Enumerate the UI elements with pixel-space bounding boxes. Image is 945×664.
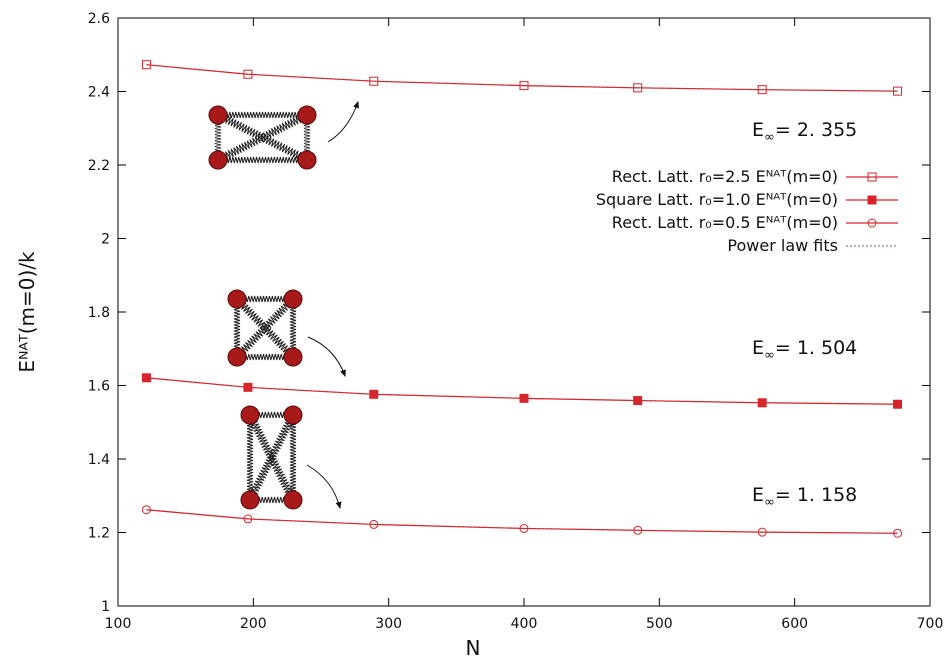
x-tick-label: 100 <box>105 616 132 632</box>
annotation: E∞= 1. 158 <box>752 484 857 510</box>
y-tick-label: 2.6 <box>88 11 110 27</box>
marker <box>757 85 767 95</box>
y-tick-label: 2 <box>101 232 110 248</box>
y-tick-label: 1 <box>101 599 110 615</box>
annotation-base: E <box>752 484 764 506</box>
particle <box>297 105 317 125</box>
legend-marker <box>867 172 877 182</box>
y-tick-label: 1.4 <box>88 452 110 468</box>
y-tick-label: 2.2 <box>88 158 110 174</box>
x-axis-label: N <box>466 636 481 660</box>
legend-marker <box>867 195 877 205</box>
spring <box>216 112 308 165</box>
marker <box>243 514 253 524</box>
x-tick-label: 200 <box>240 616 267 632</box>
particle <box>283 490 303 510</box>
marker <box>633 396 643 406</box>
series-line <box>146 509 898 534</box>
marker <box>141 505 151 515</box>
marker <box>369 389 379 399</box>
y-tick-label: 2.4 <box>88 85 110 101</box>
particle <box>208 150 228 170</box>
marker <box>141 60 151 70</box>
spring <box>217 156 308 165</box>
spring <box>216 110 308 163</box>
particle <box>227 289 247 309</box>
marker <box>519 81 529 91</box>
x-tick-label: 400 <box>511 616 538 632</box>
arrow <box>306 464 342 509</box>
spring <box>232 298 241 358</box>
marker <box>141 373 151 383</box>
marker <box>369 76 379 86</box>
particle <box>283 405 303 425</box>
x-tick-label: 700 <box>917 616 944 632</box>
arrow <box>327 101 359 143</box>
fit-line <box>146 509 898 534</box>
marker <box>757 527 767 537</box>
annotation-sub: ∞ <box>764 130 775 145</box>
annotation: E∞= 1. 504 <box>752 337 857 363</box>
marker <box>243 69 253 79</box>
spring <box>217 111 308 120</box>
legend-label: Rect. Latt. r₀=2.5 Eᴺᴬᵀ(m=0) <box>612 167 838 186</box>
particle <box>240 405 260 425</box>
particle <box>283 289 303 309</box>
spring <box>288 298 297 358</box>
spring <box>288 414 297 501</box>
x-tick-label: 500 <box>646 616 673 632</box>
marker <box>893 528 903 538</box>
y-tick-label: 1.6 <box>88 379 110 395</box>
y-tick-label: 1.8 <box>88 305 110 321</box>
annotation-base: E <box>752 119 764 141</box>
marker <box>633 83 643 93</box>
spring <box>245 414 254 501</box>
annotation: E∞= 2. 355 <box>752 119 857 145</box>
legend-marker <box>867 218 877 228</box>
annotation-sub: ∞ <box>764 348 775 363</box>
marker <box>243 382 253 392</box>
annotation-base: E <box>752 337 764 359</box>
particle <box>227 347 247 367</box>
annotation-text: = 2. 355 <box>775 119 857 141</box>
y-axis-label: Eᴺᴬᵀ(m=0)/k <box>15 251 39 373</box>
arrow <box>307 336 346 377</box>
particle <box>240 490 260 510</box>
marker <box>757 398 767 408</box>
marker <box>369 519 379 529</box>
particle <box>208 105 228 125</box>
y-tick-label: 1.2 <box>88 526 110 542</box>
legend-label: Square Latt. r₀=1.0 Eᴺᴬᵀ(m=0) <box>596 190 838 209</box>
annotation-sub: ∞ <box>764 495 775 510</box>
series-line <box>146 64 898 92</box>
marker <box>633 525 643 535</box>
particle <box>297 150 317 170</box>
annotation-text: = 1. 158 <box>775 484 857 506</box>
marker <box>893 399 903 409</box>
fit-line <box>146 64 898 92</box>
legend-label: Rect. Latt. r₀=0.5 Eᴺᴬᵀ(m=0) <box>612 213 838 232</box>
legend-label: Power law fits <box>727 236 838 255</box>
marker <box>519 393 529 403</box>
marker <box>519 523 529 533</box>
x-tick-label: 300 <box>375 616 402 632</box>
marker <box>893 86 903 96</box>
spring <box>233 296 295 359</box>
spring <box>245 413 296 501</box>
particle <box>283 347 303 367</box>
annotation-text: = 1. 504 <box>775 337 857 359</box>
x-tick-label: 600 <box>781 616 808 632</box>
